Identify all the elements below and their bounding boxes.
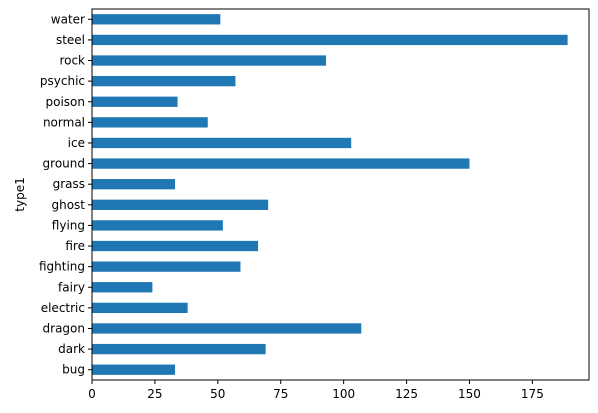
bar-flying: [92, 220, 223, 231]
bar-dark: [92, 343, 266, 355]
y-tick-label: fighting: [39, 260, 85, 274]
x-tick-label: 50: [210, 387, 225, 401]
bar-ghost: [92, 199, 269, 210]
x-tick-label: 150: [458, 387, 481, 401]
y-tick-label: dragon: [43, 321, 85, 335]
y-tick-label: electric: [41, 301, 85, 315]
bar-ice: [92, 137, 352, 149]
y-tick-label: ground: [43, 157, 85, 171]
x-tick-label: 125: [395, 387, 418, 401]
y-tick-label: dark: [58, 342, 85, 356]
y-axis-label: type1: [13, 177, 27, 211]
bar-steel: [92, 34, 568, 46]
bar-fire: [92, 240, 259, 252]
y-tick-label: bug: [62, 363, 85, 377]
bar-water: [92, 14, 221, 25]
y-axis-ticks: bug dark dragon electric fairy fighting fire fl…: [39, 12, 92, 377]
plot-frame: [91, 8, 590, 381]
y-tick-label: rock: [59, 54, 85, 68]
x-tick-label: 100: [332, 387, 355, 401]
bar-ground: [92, 158, 470, 169]
y-tick-label: fairy: [58, 280, 85, 294]
y-tick-label: ice: [68, 136, 85, 150]
bar-poison: [92, 96, 178, 107]
y-tick-label: psychic: [40, 74, 85, 88]
y-tick-label: water: [51, 12, 85, 26]
bar-bug: [92, 364, 176, 375]
bar-electric: [92, 302, 188, 314]
x-axis-ticks: 0 25 50 75 100 125 150 175: [88, 380, 544, 401]
y-tick-label: poison: [46, 95, 86, 109]
y-tick-label: ghost: [51, 198, 85, 212]
bars-group: [92, 14, 568, 375]
x-tick-label: 25: [147, 387, 162, 401]
bar-psychic: [92, 75, 236, 87]
y-tick-label: grass: [53, 177, 85, 191]
bar-normal: [92, 117, 208, 128]
y-tick-label: flying: [52, 218, 85, 232]
y-tick-label: steel: [56, 33, 85, 47]
bar-rock: [92, 55, 327, 66]
x-tick-label: 175: [521, 387, 544, 401]
x-tick-label: 75: [273, 387, 288, 401]
y-tick-label: fire: [65, 239, 85, 253]
bar-fairy: [92, 282, 153, 293]
y-tick-label: normal: [43, 115, 85, 129]
bar-fighting: [92, 261, 241, 272]
bar-dragon: [92, 323, 362, 334]
bar-grass: [92, 179, 176, 190]
x-tick-label: 0: [88, 387, 96, 401]
